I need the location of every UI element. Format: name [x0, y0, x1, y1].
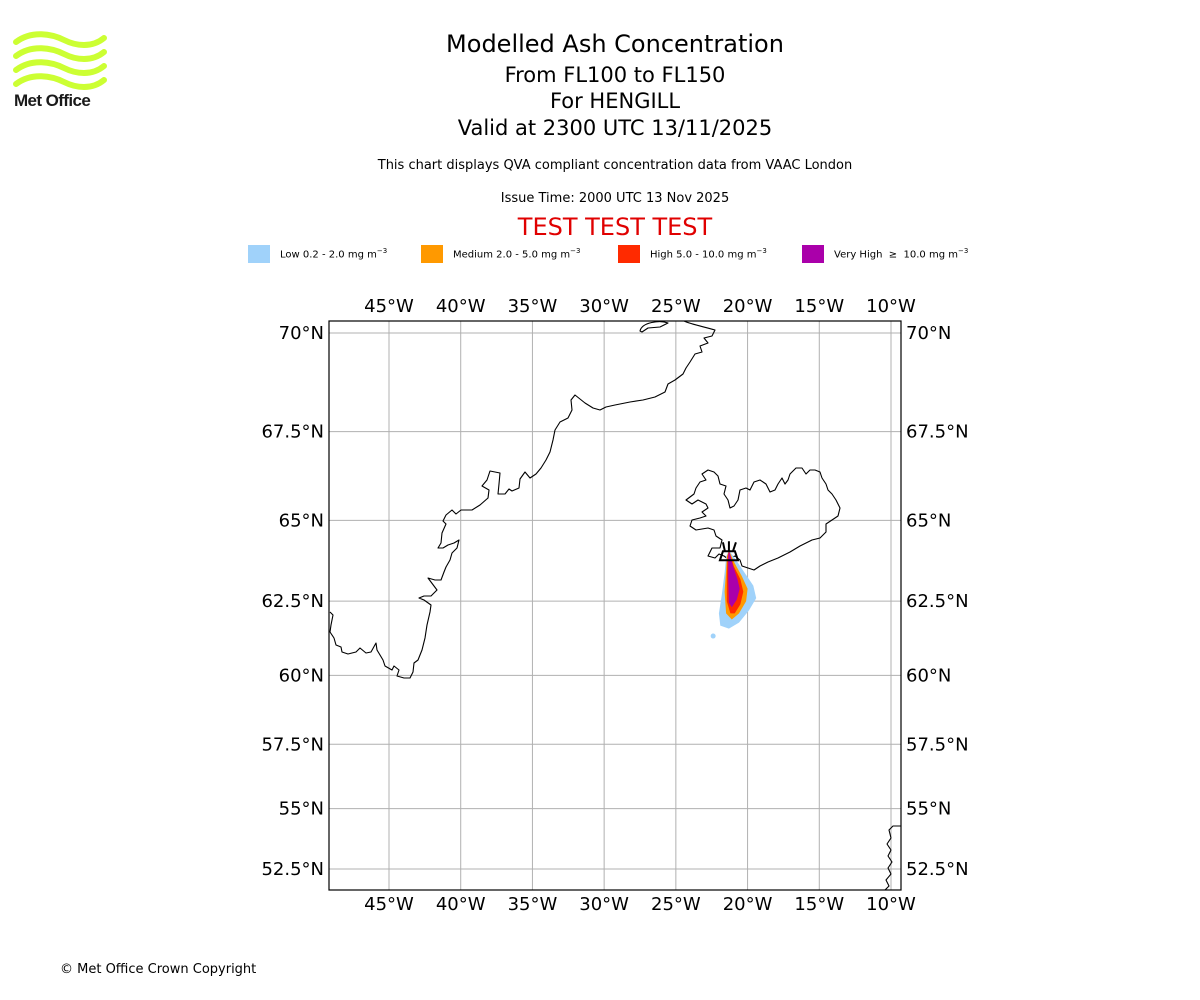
logo-wave — [13, 31, 107, 48]
lat-tick-label-right: 52.5°N — [906, 859, 969, 880]
legend-swatch — [421, 245, 443, 263]
lon-tick-label-bottom: 15°W — [794, 894, 844, 915]
lat-tick-label-left: 70°N — [279, 323, 324, 344]
lon-tick-label-bottom: 40°W — [436, 894, 486, 915]
legend-swatch — [802, 245, 824, 263]
coastlines — [329, 321, 901, 890]
legend-item-medium: Medium 2.0 - 5.0 mg m−3 — [421, 244, 580, 264]
flight-levels: From FL100 to FL150 — [504, 63, 726, 87]
lat-tick-label-right: 70°N — [906, 323, 951, 344]
coastline-iceland — [685, 467, 841, 571]
logo-text: Met Office — [14, 91, 91, 110]
legend-item-very-high: Very High ≥ 10.0 mg m−3 — [802, 244, 968, 264]
lat-tick-label-left: 65°N — [279, 510, 324, 531]
lon-tick-label-bottom: 35°W — [508, 894, 558, 915]
legend-exponent: −3 — [756, 247, 767, 256]
lat-tick-label-left: 67.5°N — [261, 422, 324, 443]
lat-tick-label-right: 65°N — [906, 510, 951, 531]
coastline-scotland — [884, 825, 901, 890]
lat-tick-label-right: 62.5°N — [906, 591, 969, 612]
legend-swatch — [618, 245, 640, 263]
axis-tick-labels: 45°W 45°W 40°W 40°W 35°W 35°W 30°W 30°W 25°W 25°W… — [261, 296, 968, 915]
lon-tick-label-bottom: 20°W — [723, 894, 773, 915]
logo-wave — [13, 73, 107, 90]
lon-tick-label-top: 15°W — [794, 296, 844, 317]
lat-tick-label-left: 57.5°N — [261, 734, 324, 755]
legend-label: Medium 2.0 - 5.0 mg m — [453, 249, 571, 261]
lon-tick-label-top: 40°W — [436, 296, 486, 317]
lat-tick-label-right: 67.5°N — [906, 422, 969, 443]
volcano-symbol — [718, 541, 740, 562]
lon-tick-label-bottom: 30°W — [579, 894, 629, 915]
coastline-greenland — [329, 321, 716, 679]
legend-label: Very High ≥ 10.0 mg m — [834, 249, 958, 261]
lon-tick-label-top: 45°W — [364, 296, 414, 317]
valid-time: Valid at 2300 UTC 13/11/2025 — [457, 116, 773, 140]
lon-tick-label-top: 30°W — [579, 296, 629, 317]
legend-label: High 5.0 - 10.0 mg m — [650, 249, 757, 261]
logo-wave — [13, 59, 107, 76]
lon-tick-label-top: 25°W — [651, 296, 701, 317]
copyright-footer: © Met Office Crown Copyright — [60, 962, 257, 977]
legend-label: Low 0.2 - 2.0 mg m — [280, 249, 377, 261]
lat-tick-label-left: 55°N — [279, 799, 324, 820]
gridlines — [329, 321, 901, 890]
ash-region-low-fragment — [710, 633, 716, 639]
lon-tick-label-bottom: 25°W — [651, 894, 701, 915]
lon-tick-label-top: 10°W — [866, 296, 916, 317]
lat-tick-label-right: 60°N — [906, 665, 951, 686]
legend-exponent: −3 — [957, 247, 969, 256]
ash-region-very-high — [728, 550, 740, 608]
coastline-greenland — [639, 321, 669, 333]
ash-concentration-areas — [710, 550, 757, 639]
volcano-name: For HENGILL — [549, 89, 681, 113]
legend-swatch — [248, 245, 270, 263]
chart-description: This chart displays QVA compliant concen… — [377, 158, 853, 173]
legend-exponent: −3 — [570, 247, 581, 256]
map-frame — [328, 320, 902, 891]
logo-wave — [13, 45, 107, 62]
legend-item-high: High 5.0 - 10.0 mg m−3 — [618, 244, 767, 264]
lat-tick-label-right: 55°N — [906, 799, 951, 820]
lon-tick-label-bottom: 45°W — [364, 894, 414, 915]
legend-exponent: −3 — [376, 247, 388, 256]
lat-tick-label-left: 52.5°N — [261, 859, 324, 880]
lon-tick-label-top: 35°W — [508, 296, 558, 317]
legend-item-low: Low 0.2 - 2.0 mg m−3 — [248, 244, 387, 264]
issue-time: Issue Time: 2000 UTC 13 Nov 2025 — [500, 191, 730, 206]
lat-tick-label-left: 60°N — [279, 665, 324, 686]
met-office-logo — [13, 31, 107, 90]
lon-tick-label-top: 20°W — [723, 296, 773, 317]
lat-tick-label-left: 62.5°N — [261, 591, 324, 612]
chart-title: Modelled Ash Concentration — [446, 30, 784, 58]
test-banner: TEST TEST TEST — [517, 213, 713, 241]
lat-tick-label-right: 57.5°N — [906, 734, 969, 755]
volcano-marker-icon — [718, 541, 740, 562]
lon-tick-label-bottom: 10°W — [866, 894, 916, 915]
